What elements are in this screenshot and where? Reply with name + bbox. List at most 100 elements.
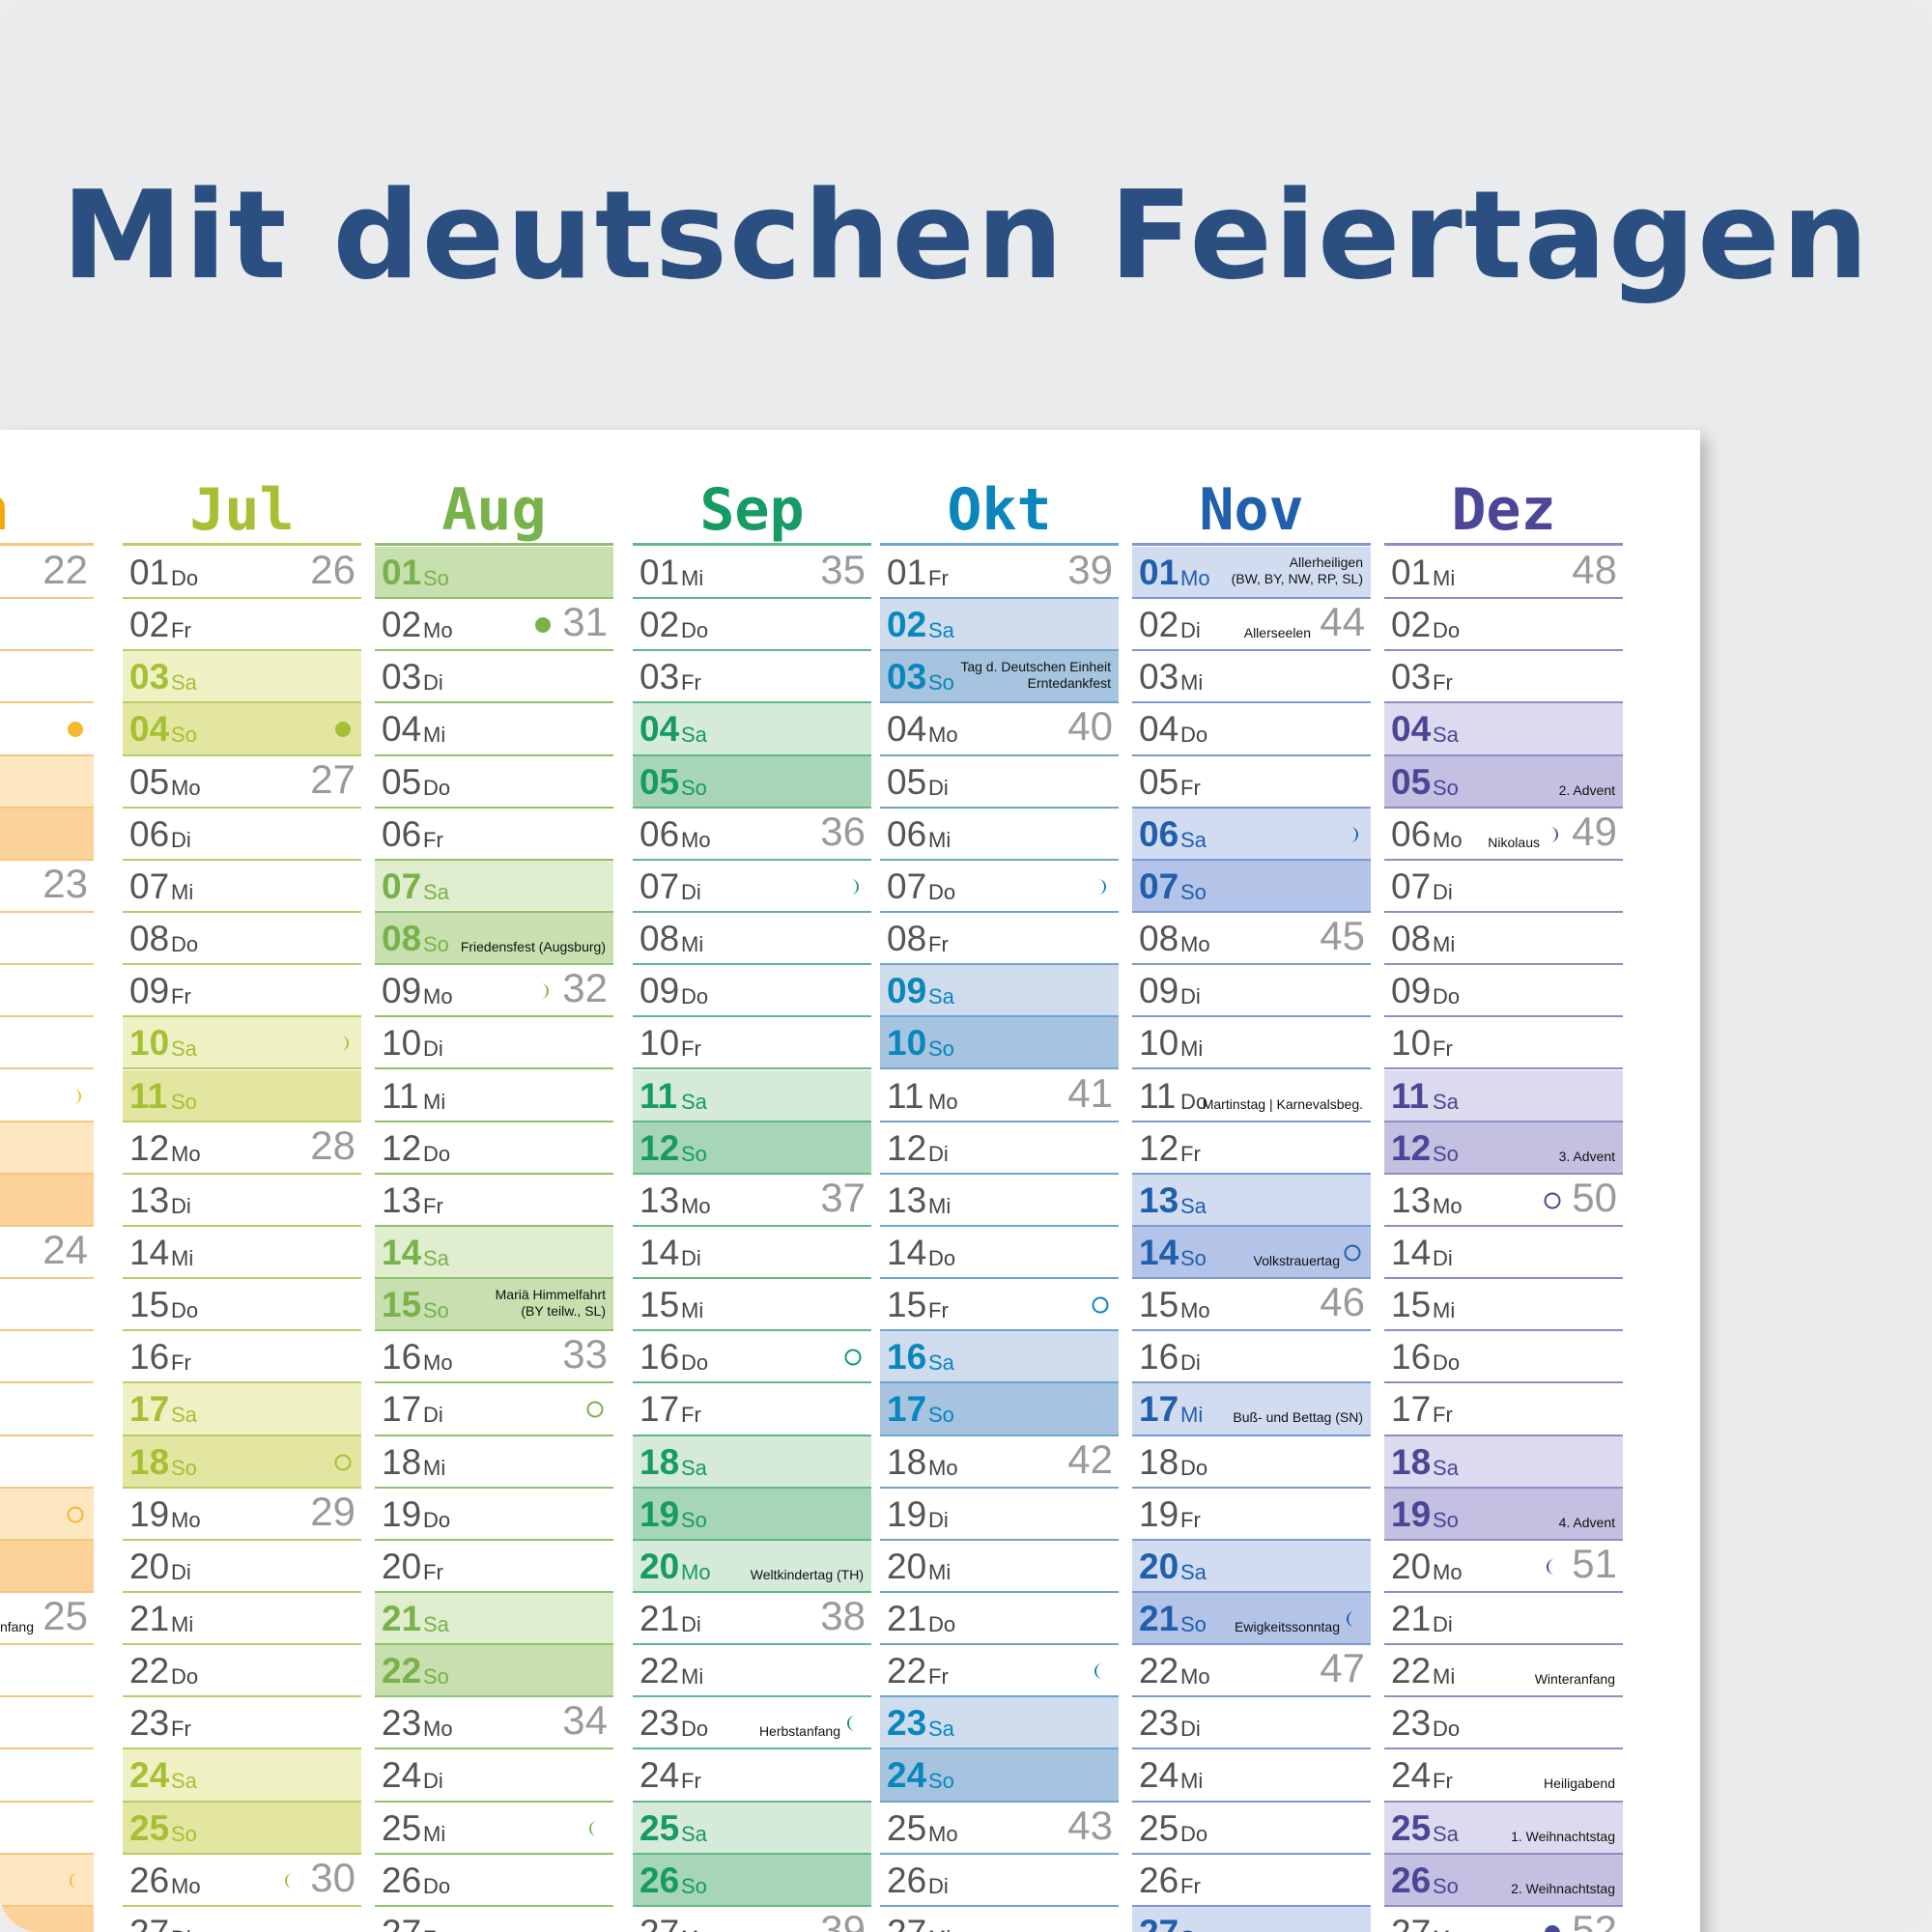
day-row[interactable]: 10 Fr [1384,1017,1623,1070]
day-row[interactable]: 07 So [1132,860,1371,914]
day-row[interactable]: 19 Di [880,1489,1119,1541]
day-row[interactable]: 24 So [880,1749,1119,1803]
day-row[interactable]: 16 Sa [880,1331,1119,1384]
day-row[interactable]: 01 So [375,547,613,600]
day-row[interactable] [0,1174,94,1227]
day-row[interactable]: 24 Sa [123,1749,361,1803]
day-row[interactable]: 27Fr [375,1907,613,1932]
day-row[interactable]: 14 Do [880,1227,1119,1280]
day-row[interactable]: 18 Mi [375,1436,613,1489]
day-row[interactable]: 13 Mo 50 [1384,1175,1623,1227]
day-row[interactable] [0,1331,94,1384]
day-row[interactable]: 22 Mo 47 [1132,1645,1371,1698]
day-row[interactable]: 27Mi [880,1907,1119,1932]
day-row[interactable] [0,1749,94,1803]
day-row[interactable]: 10 Sa [123,1017,361,1070]
day-row[interactable]: 24 [0,1227,94,1280]
day-row[interactable]: 09 Di [1132,965,1371,1018]
day-row[interactable]: 08 Mi [633,913,871,966]
day-row[interactable]: 11 Mo 41 [880,1070,1119,1122]
day-row[interactable]: 24 Di [375,1749,613,1803]
day-row[interactable]: 02 Sa [880,599,1119,652]
day-row[interactable] [0,1383,94,1436]
day-row[interactable]: 12 Do [375,1122,613,1175]
day-row[interactable]: 24 Fr Heiligabend [1384,1749,1623,1803]
day-row[interactable]: 23 Fr [123,1697,361,1750]
day-row[interactable] [0,1279,94,1332]
day-row[interactable]: 17 Fr [633,1383,871,1436]
day-row[interactable]: 25 So [123,1802,361,1855]
day-row[interactable]: 14 Mi [123,1227,361,1280]
day-row[interactable] [0,808,94,861]
day-row[interactable] [0,1070,94,1122]
day-row[interactable]: 23 Do Herbstanfang [633,1697,871,1750]
day-row[interactable]: 05 Do [375,756,613,809]
day-row[interactable] [0,1488,94,1541]
day-row[interactable] [0,965,94,1018]
day-row[interactable]: 04 Do [1132,703,1371,756]
day-row[interactable] [0,1017,94,1070]
day-row[interactable]: 04 Sa [1384,703,1623,756]
day-row[interactable]: 08 So Friedensfest (Augsburg) [375,913,613,966]
day-row[interactable]: 14 So Volkstrauertag [1132,1226,1371,1280]
day-row[interactable]: 27Mo 52 [1384,1907,1623,1932]
day-row[interactable]: 11 Mi [375,1070,613,1122]
day-row[interactable]: 12 So 3. Advent [1384,1122,1623,1175]
day-row[interactable]: 11 So [123,1069,361,1122]
day-row[interactable]: 14 Sa [375,1226,613,1280]
day-row[interactable]: 22 So [375,1645,613,1698]
day-row[interactable]: 26 Di [880,1855,1119,1907]
day-row[interactable]: 06 Di [123,809,361,861]
day-row[interactable]: 25 Mi [375,1803,613,1855]
day-row[interactable]: 20 Mo 51 [1384,1541,1623,1593]
day-row[interactable]: 24 Fr [633,1749,871,1803]
day-row[interactable] [0,755,94,809]
day-row[interactable]: 23 Sa [880,1697,1119,1750]
day-row[interactable]: 20 Fr [375,1541,613,1593]
day-row[interactable]: 20 Sa [1132,1540,1371,1593]
day-row[interactable]: 23 Mo 34 [375,1697,613,1750]
day-row[interactable]: 04 So [123,703,361,756]
day-row[interactable]: 03 So Tag d. Deutschen Einheit Erntedankfes… [880,651,1119,704]
day-row[interactable]: 06 Mi [880,809,1119,861]
day-row[interactable]: 03 Mi [1132,651,1371,704]
day-row[interactable]: 17 So [880,1383,1119,1436]
day-row[interactable]: 26 So 2. Weihnachtstag [1384,1854,1623,1907]
day-row[interactable]: 20 Mo Weltkindertag (TH) [633,1540,871,1593]
day-row[interactable]: 25 nmeranfang [0,1593,94,1646]
day-row[interactable]: 09 Fr [123,965,361,1018]
day-row[interactable]: 12 Mo 28 [123,1122,361,1175]
day-row[interactable]: 08 Mi [1384,913,1623,966]
day-row[interactable]: 11 Do Martinstag | Karnevalsbeg. [1132,1070,1371,1122]
day-row[interactable] [0,1854,94,1907]
day-row[interactable]: 15 Do [123,1279,361,1332]
day-row[interactable]: 10 Di [375,1017,613,1070]
day-row[interactable] [0,1645,94,1698]
day-row[interactable]: 11 Sa [633,1069,871,1122]
day-row[interactable]: 03 Fr [633,651,871,704]
day-row[interactable]: 21 Sa [375,1593,613,1646]
day-row[interactable] [0,1803,94,1855]
day-row[interactable]: 17 Mi Buß- und Bettag (SN) [1132,1383,1371,1436]
day-row[interactable]: 01 Do 26 [123,547,361,600]
day-row[interactable]: 09 Mo 32 [375,965,613,1018]
day-row[interactable] [0,1436,94,1489]
day-row[interactable]: 01 Mi 35 [633,547,871,600]
day-row[interactable]: 01 Mo Allerheiligen (BW, BY, NW, RP, SL) [1132,547,1371,600]
day-row[interactable]: 10 Fr [633,1017,871,1070]
day-row[interactable]: 22 Fr [880,1645,1119,1698]
day-row[interactable]: 16 Do [633,1331,871,1384]
day-row[interactable]: 09 Do [633,965,871,1018]
day-row[interactable]: 02 Di 44 Allerseelen [1132,599,1371,652]
day-row[interactable]: 15 Mi [1384,1279,1623,1332]
day-row[interactable]: 25 Sa [633,1802,871,1855]
day-row[interactable]: 05 So 2. Advent [1384,755,1623,809]
day-row[interactable]: 07 Do [880,861,1119,914]
day-row[interactable]: 26 So [633,1854,871,1907]
day-row[interactable]: 18 Sa [633,1435,871,1489]
day-row[interactable] [0,1122,94,1175]
day-row[interactable]: 19 So 4. Advent [1384,1488,1623,1541]
day-row[interactable]: 19 Do [375,1489,613,1541]
day-row[interactable]: 14 Di [633,1227,871,1280]
day-row[interactable] [0,599,94,652]
